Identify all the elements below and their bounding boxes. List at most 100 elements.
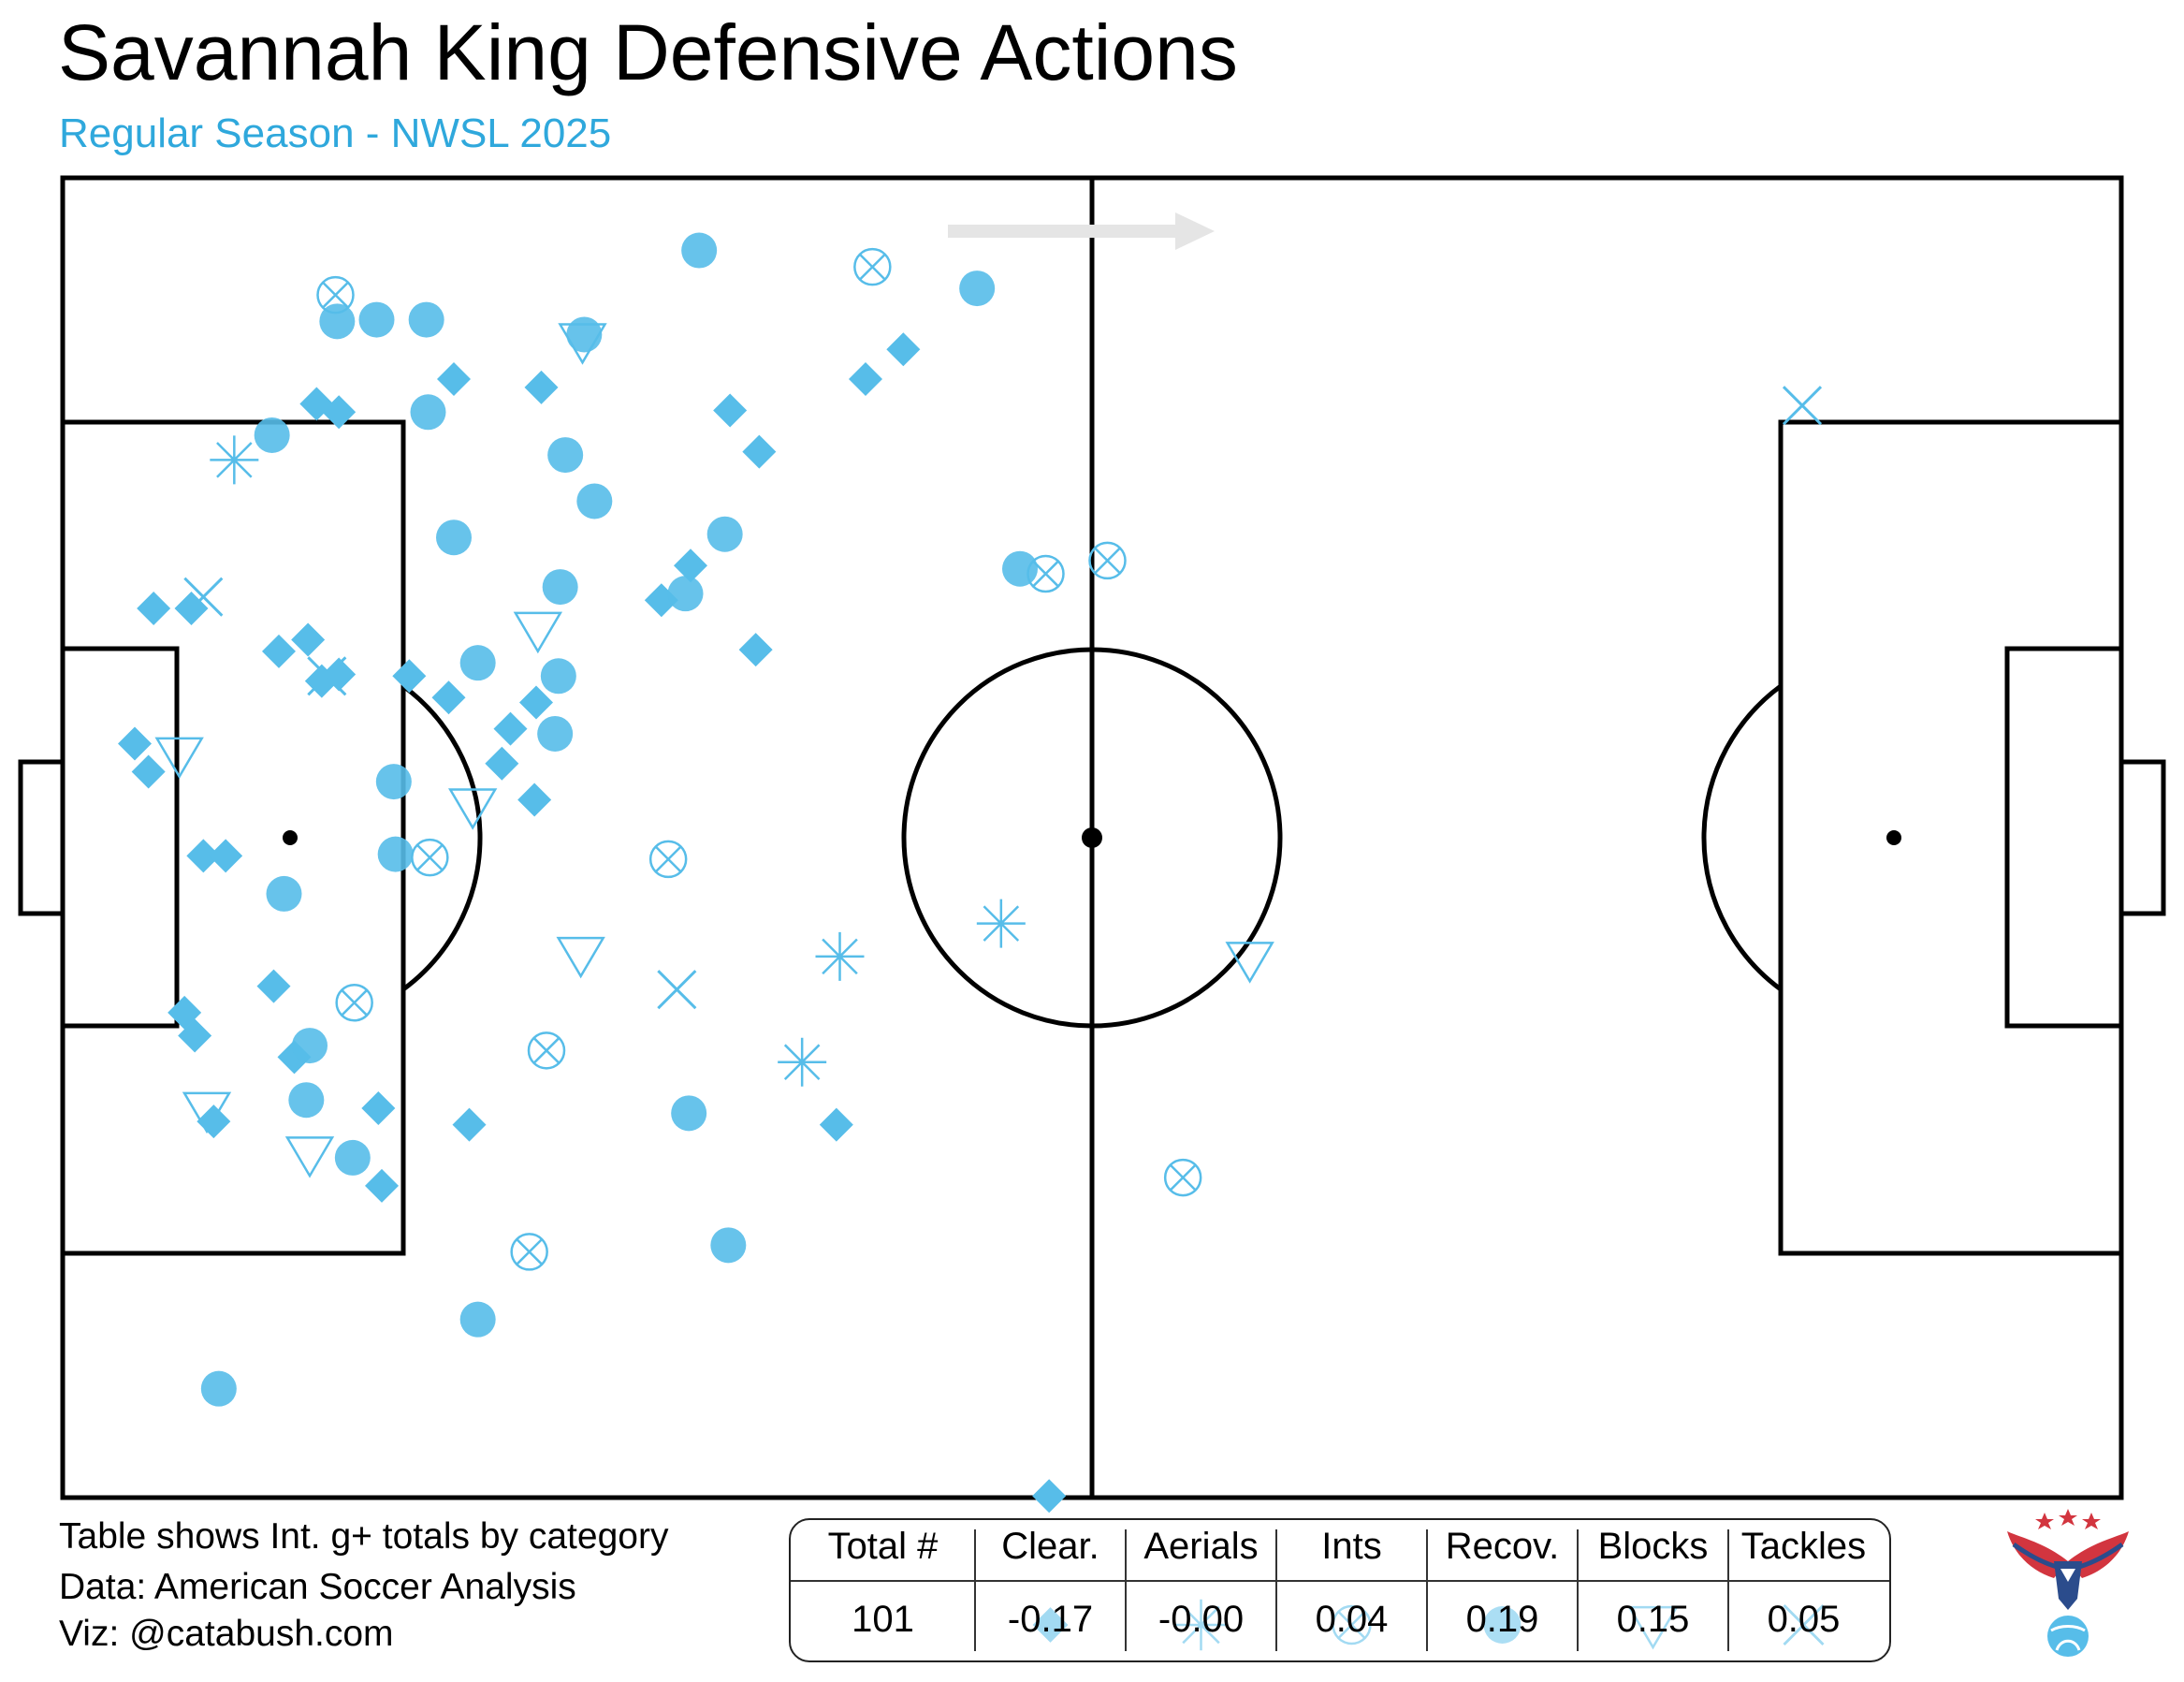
circle-marker <box>459 645 496 681</box>
table-column-separator <box>1577 1529 1579 1651</box>
triangle-down-marker <box>556 936 605 979</box>
table-value-cell: 101 <box>852 1599 914 1640</box>
circle-marker <box>681 232 718 269</box>
circle-marker <box>959 271 996 307</box>
table-column-separator <box>1275 1529 1277 1651</box>
diamond-marker <box>392 659 427 694</box>
note-viz-credit: Viz: @catabush.com <box>59 1614 394 1654</box>
circle-marker <box>377 836 414 872</box>
circle-marker <box>358 301 395 338</box>
triangle-down-marker <box>284 1136 335 1178</box>
circle-marker <box>537 715 574 752</box>
left-penalty-arc <box>401 683 483 992</box>
asterisk-marker <box>778 1037 827 1087</box>
note-data-source: Data: American Soccer Analysis <box>59 1567 576 1607</box>
circle-marker <box>200 1370 237 1407</box>
diamond-icon <box>1032 1607 1069 1643</box>
triangle-down-marker <box>513 611 563 654</box>
circle-marker <box>1002 550 1038 587</box>
diamond-marker <box>186 839 221 873</box>
chart-title: Savannah King Defensive Actions <box>58 8 1238 96</box>
table-column-aerials: Aerials -0.00 <box>1126 1520 1276 1660</box>
diamond-marker <box>886 332 921 367</box>
diamond-marker <box>437 362 471 397</box>
circle-marker <box>671 1095 707 1132</box>
circle-marker <box>459 1301 496 1338</box>
eagle-logo-icon <box>2007 1509 2129 1657</box>
table-column-blocks: Blocks 0.15 <box>1578 1520 1728 1660</box>
table-column-tackles: Tackles 0.05 <box>1728 1520 1879 1660</box>
series-clearances <box>118 332 1067 1514</box>
triangle-down-icon <box>1627 1605 1679 1650</box>
chart-subtitle: Regular Season - NWSL 2025 <box>59 110 612 156</box>
triangle-down-marker <box>1225 942 1274 984</box>
circle-marker <box>319 303 356 340</box>
series-interceptions <box>316 247 1202 1271</box>
circle-marker <box>542 569 578 606</box>
diamond-marker <box>178 1018 212 1053</box>
table-value-cell: 0.05 <box>1767 1599 1841 1640</box>
diamond-marker <box>493 711 528 746</box>
diamond-marker <box>485 746 519 781</box>
left-penalty-box <box>60 419 406 1256</box>
circle-marker <box>667 576 704 612</box>
table-header-cell: Clear. <box>1001 1526 1099 1567</box>
diamond-marker <box>519 685 553 720</box>
diamond-marker <box>524 370 559 404</box>
table-value-cell: 0.15 <box>1616 1599 1690 1640</box>
table-column-ints: Ints 0.04 <box>1276 1520 1427 1660</box>
diamond-marker <box>361 1091 396 1126</box>
center-spot <box>1082 827 1102 848</box>
circled-x-marker <box>648 840 688 879</box>
circle-icon <box>1483 1606 1522 1644</box>
diamond-marker <box>1032 1479 1067 1514</box>
diamond-marker <box>431 680 466 715</box>
x-icon <box>1783 1603 1825 1646</box>
diamond-marker <box>849 362 882 397</box>
triangle-down-marker <box>447 788 498 830</box>
table-column-clear: Clear. -0.17 <box>975 1520 1126 1660</box>
asterisk-marker <box>815 931 865 981</box>
direction-arrow-icon <box>948 212 1215 250</box>
diamond-marker <box>365 1168 399 1203</box>
table-value-cell: 0.19 <box>1465 1599 1539 1640</box>
x-marker <box>307 656 347 696</box>
center-circle <box>901 647 1283 1029</box>
circle-marker <box>410 394 446 431</box>
left-goal <box>18 759 66 916</box>
circle-marker <box>540 658 576 695</box>
circled-x-marker <box>510 1233 548 1271</box>
diamond-marker <box>291 622 326 657</box>
circled-x-marker <box>853 247 892 286</box>
table-column-separator <box>1125 1529 1127 1651</box>
table-column-total: Total # 101 <box>791 1520 975 1660</box>
diamond-marker <box>256 969 291 1003</box>
circled-x-marker <box>335 984 373 1022</box>
right-six-yard-box <box>2004 646 2124 1029</box>
diamond-marker <box>713 393 748 428</box>
left-penalty-spot <box>283 830 298 845</box>
diamond-marker <box>137 592 171 626</box>
x-marker <box>183 577 224 617</box>
diamond-marker <box>262 634 296 668</box>
asterisk-icon <box>1175 1599 1227 1651</box>
pitch-markings <box>18 175 2166 1500</box>
circle-marker <box>254 417 290 453</box>
table-value-cell: 0.04 <box>1315 1599 1389 1640</box>
diamond-marker <box>674 548 707 583</box>
table-column-separator <box>974 1529 976 1651</box>
diamond-marker <box>322 657 357 692</box>
table-header-cell: Total # <box>827 1526 939 1567</box>
series-blocks <box>154 323 1274 1178</box>
circled-x-marker <box>411 838 449 877</box>
diamond-marker <box>819 1107 853 1142</box>
diamond-marker <box>742 434 777 469</box>
circle-marker <box>576 483 613 519</box>
circle-marker <box>375 764 412 800</box>
circle-marker <box>710 1227 747 1264</box>
diamond-marker <box>118 726 152 761</box>
circled-x-marker <box>1163 1158 1202 1197</box>
table-value-cell: -0.17 <box>1007 1599 1094 1640</box>
circle-marker <box>547 437 584 474</box>
